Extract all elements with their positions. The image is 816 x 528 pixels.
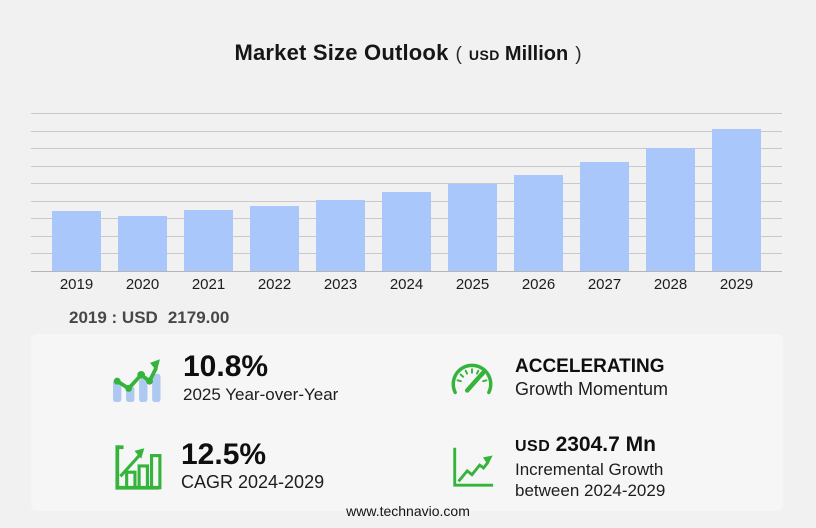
x-tick-label: 2023 [323, 276, 358, 293]
stat-momentum-value: ACCELERATING [515, 355, 665, 377]
growth-bars-arrow-icon [109, 441, 163, 493]
x-axis-labels: 2019 2020 2021 2022 2023 2024 2025 2026 2027 2028… [31, 276, 782, 293]
stat-cagr-label: CAGR 2024-2029 [181, 472, 325, 493]
x-tick-label: 2021 [191, 276, 226, 293]
stat-incremental-currency: USD [515, 438, 551, 456]
bar-2024 [382, 192, 431, 271]
bar-2019 [52, 211, 101, 271]
bar-chart [31, 113, 782, 272]
x-tick-label: 2020 [125, 276, 160, 293]
baseline-note-label: 2019 : USD [69, 308, 158, 327]
bars [31, 113, 782, 271]
stats-grid: 10.8% 2025 Year-over-Year [31, 334, 783, 511]
stat-incremental-growth: USD 2304.7 Mn Incremental Growth between… [407, 423, 783, 512]
stat-cagr: 12.5% CAGR 2024-2029 [31, 423, 407, 512]
title-unit: Million [504, 43, 569, 65]
bar-2028 [646, 148, 695, 271]
x-axis-line [31, 271, 782, 272]
baseline-note-value: 2179.00 [167, 308, 230, 327]
stat-yoy-label: 2025 Year-over-Year [183, 384, 339, 404]
gridline [31, 165, 782, 167]
gridline [31, 130, 782, 132]
gridline [31, 148, 782, 150]
bar-2029 [712, 129, 761, 271]
stat-momentum-label: Growth Momentum [515, 379, 669, 400]
bar-2027 [580, 162, 629, 271]
bar-2026 [514, 175, 563, 271]
stat-incremental-amount: 2304.7 Mn [555, 433, 656, 457]
title-paren-close: ) [575, 44, 582, 65]
x-tick-label: 2027 [587, 276, 622, 293]
website-footer: www.technavio.com [346, 503, 470, 519]
x-tick-label: 2028 [653, 276, 688, 293]
x-tick-label: 2019 [59, 276, 94, 293]
x-tick-label: 2022 [257, 276, 292, 293]
stat-momentum: ACCELERATING Growth Momentum [407, 334, 783, 423]
gauge-icon [447, 356, 497, 400]
bar-2025 [448, 184, 497, 271]
bar-2021 [184, 210, 233, 271]
title-paren-open: ( [455, 44, 462, 65]
title-currency: USD [468, 47, 500, 63]
x-tick-label: 2024 [389, 276, 424, 293]
bar-2023 [316, 200, 365, 271]
bar-2020 [118, 216, 167, 271]
stat-incremental-label-line2: between 2024-2029 [515, 480, 666, 500]
gridline [31, 183, 782, 185]
stat-yoy: 10.8% 2025 Year-over-Year [31, 334, 407, 423]
x-tick-label: 2025 [455, 276, 490, 293]
title-main: Market Size Outlook [234, 40, 449, 65]
baseline-note: 2019 : USD 2179.00 [69, 308, 229, 328]
page-title: Market Size Outlook ( USD Million ) [0, 40, 816, 66]
gridline [31, 113, 782, 114]
line-growth-axes-icon [447, 443, 497, 491]
stat-yoy-value: 10.8% [183, 350, 269, 384]
stat-incremental-label-line1: Incremental Growth [515, 459, 664, 479]
bar-chart-trend-icon [109, 354, 165, 403]
bar-2022 [250, 206, 299, 271]
x-tick-label: 2029 [719, 276, 754, 293]
stat-incremental-value: USD 2304.7 Mn [515, 432, 665, 458]
x-tick-label: 2026 [521, 276, 556, 293]
stat-cagr-value: 12.5% [181, 437, 267, 471]
